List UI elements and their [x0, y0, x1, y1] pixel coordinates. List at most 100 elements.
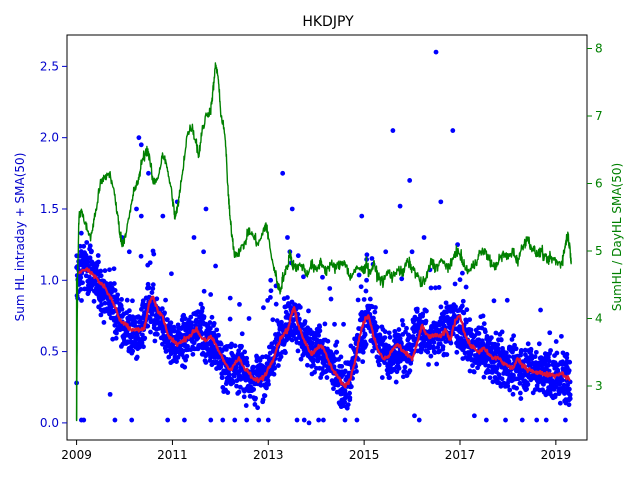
scatter-point	[562, 391, 567, 396]
scatter-point	[261, 305, 266, 311]
scatter-point	[234, 383, 239, 389]
scatter-point	[220, 417, 226, 423]
y-right-tick-label: 7	[595, 109, 603, 123]
scatter-point	[150, 308, 155, 314]
scatter-point	[198, 325, 203, 331]
scatter-point	[203, 360, 209, 365]
scatter-point	[296, 316, 302, 322]
scatter-point	[370, 348, 375, 354]
scatter-point	[467, 317, 473, 322]
scatter-point	[517, 390, 523, 396]
scatter-point	[298, 356, 304, 362]
scatter-point	[394, 369, 400, 375]
scatter-point	[145, 323, 151, 329]
scatter-point	[305, 362, 310, 368]
scatter-point	[386, 343, 391, 349]
scatter-point	[342, 388, 348, 394]
scatter-point	[331, 386, 336, 392]
scatter-point	[163, 297, 168, 303]
scatter-point	[338, 354, 344, 360]
scatter-point	[234, 364, 239, 370]
scatter-point	[514, 385, 520, 391]
scatter-point	[559, 377, 565, 383]
scatter-point	[543, 417, 549, 423]
y-left-tick-label: 2.0	[40, 131, 59, 145]
scatter-point	[207, 326, 213, 331]
scatter-point	[213, 263, 218, 269]
scatter-point	[87, 243, 93, 249]
scatter-point	[321, 417, 326, 423]
scatter-point	[331, 364, 337, 370]
scatter-point	[382, 329, 388, 335]
scatter-point	[319, 366, 325, 372]
scatter-point	[567, 396, 573, 402]
scatter-point	[168, 320, 174, 326]
scatter-point	[369, 256, 375, 261]
scatter-point	[409, 249, 415, 255]
scatter-point	[113, 335, 119, 341]
scatter-point	[102, 268, 108, 274]
scatter-point	[295, 253, 301, 259]
scatter-point	[517, 380, 523, 386]
scatter-point	[546, 358, 552, 364]
scatter-point	[188, 314, 194, 320]
scatter-point	[493, 330, 499, 336]
scatter-point	[548, 348, 553, 353]
scatter-point	[426, 362, 431, 367]
scatter-point	[509, 337, 515, 342]
scatter-point	[463, 319, 469, 325]
y-left-tick-label: 2.5	[40, 59, 59, 73]
scatter-point	[237, 301, 242, 307]
scatter-point	[407, 178, 413, 183]
scatter-point	[342, 368, 348, 374]
scatter-point	[324, 375, 330, 380]
scatter-point	[152, 338, 158, 344]
scatter-point	[438, 304, 444, 310]
scatter-point	[297, 304, 303, 310]
scatter-point	[436, 285, 442, 290]
scatter-point	[78, 275, 84, 280]
scatter-point	[189, 322, 195, 328]
scatter-point	[524, 386, 530, 392]
scatter-point	[397, 336, 403, 341]
scatter-point	[316, 333, 322, 338]
scatter-point	[101, 320, 107, 325]
scatter-point	[460, 298, 466, 304]
scatter-point	[536, 341, 542, 347]
scatter-point	[134, 354, 140, 360]
scatter-point	[154, 331, 160, 337]
scatter-point	[227, 295, 233, 301]
y-right-tick-label: 4	[595, 312, 603, 326]
scatter-point	[191, 340, 197, 346]
scatter-point	[348, 384, 354, 390]
scatter-point	[126, 308, 132, 314]
scatter-point	[402, 364, 408, 370]
scatter-point	[448, 340, 454, 346]
scatter-point	[241, 394, 247, 400]
scatter-point	[342, 417, 348, 423]
scatter-point	[182, 417, 187, 423]
y-left-tick-label: 0.5	[40, 345, 59, 359]
scatter-point	[419, 347, 425, 352]
scatter-point	[334, 349, 340, 355]
scatter-point	[312, 369, 317, 375]
scatter-point	[379, 375, 385, 380]
scatter-point	[107, 391, 113, 397]
scatter-point	[98, 312, 104, 318]
scatter-point	[332, 321, 337, 327]
scatter-point	[112, 288, 118, 293]
scatter-point	[294, 417, 300, 423]
scatter-point	[484, 333, 490, 339]
scatter-point	[364, 252, 370, 258]
scatter-point	[362, 332, 368, 338]
scatter-point	[386, 330, 392, 336]
scatter-point	[111, 281, 117, 286]
scatter-point	[265, 417, 271, 423]
scatter-point	[129, 417, 135, 423]
scatter-point	[414, 306, 420, 312]
scatter-point	[483, 417, 489, 423]
scatter-point	[427, 341, 433, 347]
scatter-point	[83, 254, 89, 260]
scatter-point	[554, 350, 560, 356]
